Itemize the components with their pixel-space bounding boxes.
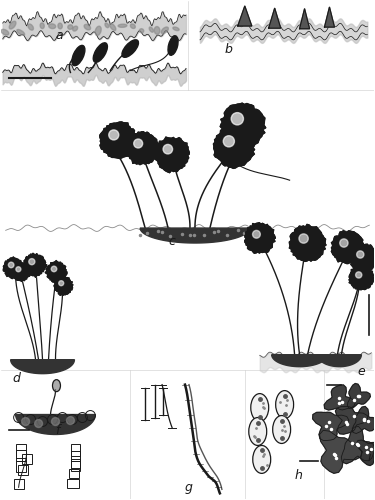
Ellipse shape (249, 418, 267, 446)
Circle shape (29, 258, 35, 264)
Circle shape (34, 420, 42, 428)
Polygon shape (300, 9, 309, 29)
Ellipse shape (149, 27, 153, 32)
Polygon shape (45, 260, 67, 282)
Ellipse shape (53, 380, 60, 392)
Circle shape (16, 266, 21, 272)
Polygon shape (324, 385, 355, 410)
Ellipse shape (140, 28, 144, 33)
Circle shape (356, 272, 362, 278)
Ellipse shape (1, 30, 9, 35)
Ellipse shape (95, 26, 101, 36)
Polygon shape (3, 257, 24, 278)
Ellipse shape (276, 390, 294, 418)
Polygon shape (245, 222, 275, 253)
Circle shape (51, 266, 57, 272)
Text: h: h (295, 470, 303, 482)
Circle shape (59, 280, 64, 285)
Ellipse shape (273, 416, 291, 444)
Text: a: a (56, 28, 63, 42)
Ellipse shape (84, 24, 91, 30)
Circle shape (134, 139, 142, 148)
Polygon shape (140, 228, 250, 243)
Ellipse shape (168, 36, 178, 56)
Circle shape (51, 418, 60, 426)
Polygon shape (313, 412, 349, 440)
Ellipse shape (9, 21, 16, 29)
Polygon shape (272, 354, 327, 366)
Ellipse shape (154, 26, 160, 34)
Polygon shape (352, 406, 375, 434)
Polygon shape (336, 406, 368, 434)
Polygon shape (290, 224, 326, 262)
Circle shape (357, 251, 364, 258)
Polygon shape (349, 244, 375, 272)
Polygon shape (10, 263, 30, 281)
Polygon shape (318, 354, 362, 366)
Polygon shape (332, 230, 365, 264)
Circle shape (109, 130, 119, 140)
Circle shape (252, 230, 260, 238)
Circle shape (66, 416, 74, 424)
Ellipse shape (105, 23, 109, 28)
Circle shape (231, 112, 243, 125)
Polygon shape (320, 430, 362, 474)
Polygon shape (341, 426, 375, 464)
Polygon shape (154, 137, 189, 172)
Ellipse shape (72, 46, 85, 66)
Ellipse shape (118, 24, 127, 28)
Polygon shape (213, 126, 255, 168)
Circle shape (340, 239, 348, 247)
Ellipse shape (110, 23, 116, 30)
Text: c: c (168, 235, 175, 248)
Text: e: e (357, 364, 365, 378)
Text: i: i (368, 452, 371, 464)
Polygon shape (324, 7, 334, 27)
Ellipse shape (173, 27, 179, 30)
Ellipse shape (251, 394, 269, 421)
Polygon shape (16, 414, 95, 434)
Circle shape (299, 234, 308, 243)
Text: f: f (56, 424, 60, 438)
Ellipse shape (161, 27, 168, 34)
Circle shape (22, 418, 30, 426)
Ellipse shape (40, 23, 44, 28)
Polygon shape (100, 122, 137, 158)
Text: d: d (13, 372, 21, 384)
Ellipse shape (49, 24, 56, 28)
Ellipse shape (253, 446, 271, 473)
Circle shape (163, 144, 172, 154)
Polygon shape (126, 132, 158, 164)
Polygon shape (23, 254, 46, 278)
Ellipse shape (73, 26, 78, 31)
Polygon shape (349, 266, 374, 289)
Polygon shape (54, 276, 73, 295)
Polygon shape (220, 103, 266, 148)
Polygon shape (357, 440, 375, 466)
Ellipse shape (130, 24, 135, 28)
Polygon shape (238, 6, 252, 26)
Ellipse shape (28, 24, 33, 30)
Ellipse shape (93, 43, 107, 62)
Ellipse shape (58, 23, 62, 29)
Polygon shape (347, 384, 370, 408)
Polygon shape (269, 8, 280, 28)
Text: b: b (225, 42, 233, 56)
Circle shape (223, 136, 234, 147)
Ellipse shape (68, 25, 73, 29)
Circle shape (8, 262, 14, 268)
Ellipse shape (122, 40, 138, 58)
Text: g: g (185, 482, 193, 494)
Polygon shape (10, 360, 74, 374)
Ellipse shape (17, 30, 25, 35)
